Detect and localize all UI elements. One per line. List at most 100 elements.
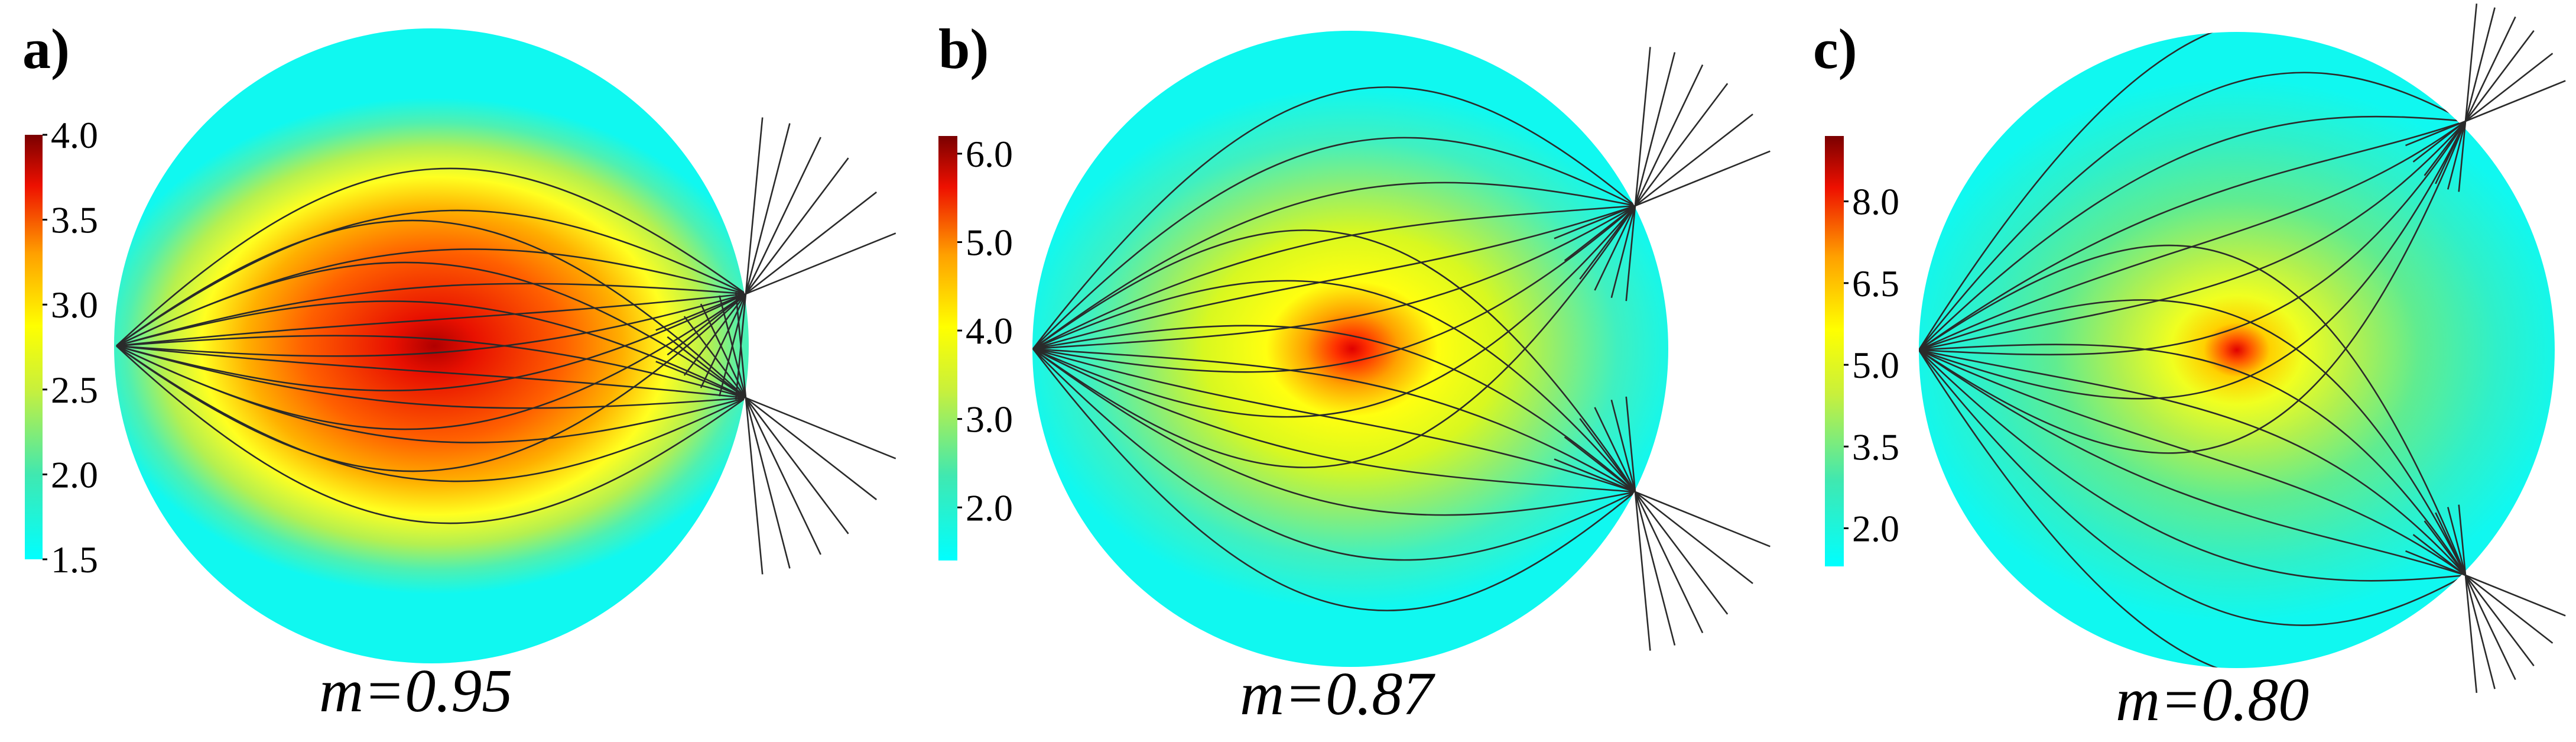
exit-ray	[2464, 7, 2496, 122]
ray-path	[1032, 205, 1636, 350]
ray-path	[1032, 182, 1636, 350]
ray-path	[116, 293, 746, 347]
colorbar-tick-label: 8.0	[1852, 181, 1899, 223]
exit-ray-back	[1579, 205, 1636, 280]
ray-path	[116, 345, 746, 399]
colorbar: 8.0 6.5 5.0 3.5 2.0	[1825, 136, 1899, 566]
exit-ray	[745, 397, 791, 569]
exit-ray	[1635, 491, 1753, 584]
exit-ray-back	[2412, 534, 2466, 576]
ray-path	[1032, 86, 1636, 349]
colorbar-tick-label: 5.0	[1852, 344, 1899, 386]
exit-ray-back	[2412, 120, 2466, 163]
ray-path	[116, 300, 746, 399]
ray-path	[116, 293, 746, 472]
ray-path	[1919, 121, 2467, 454]
exit-rays	[2405, 3, 2566, 694]
exit-ray	[2465, 53, 2554, 122]
ray-path	[1919, 120, 2466, 351]
exit-ray	[2464, 16, 2516, 122]
ray-path	[116, 335, 746, 399]
ray-path	[1032, 205, 1636, 373]
exit-ray-back	[1594, 205, 1636, 291]
colorbar-tick-label: 4.0	[966, 310, 1013, 352]
exit-ray	[745, 123, 791, 294]
ray-path	[1919, 115, 2466, 351]
ray-path	[1032, 205, 1636, 350]
colorbar-gradient	[25, 135, 43, 559]
exit-ray-back	[1554, 205, 1636, 239]
colorbar-tick-label: 4.0	[51, 114, 98, 156]
exit-ray	[745, 117, 764, 294]
colorbar-tick-label: 2.5	[51, 369, 98, 411]
colorbar-tick-label: 3.0	[51, 284, 98, 326]
exit-ray-back	[700, 293, 747, 388]
exit-ray	[1635, 114, 1753, 207]
exit-ray-back	[1610, 399, 1636, 492]
exit-ray-back	[719, 295, 747, 398]
panel-c: c) 8.0 6.5 5.0 3.5 2.0 m=0.80	[1813, 3, 2566, 734]
panel-letter: c)	[1813, 17, 1857, 80]
m-label: m=0.95	[319, 657, 512, 725]
exit-ray	[2465, 80, 2566, 122]
colorbar-tick-label: 3.5	[1852, 426, 1899, 468]
ray-path	[1032, 348, 1636, 516]
ray-path	[1032, 348, 1636, 493]
exit-ray	[2465, 574, 2554, 644]
exit-ray	[2464, 575, 2535, 666]
exit-ray	[2464, 30, 2535, 122]
exit-ray-back	[2447, 121, 2467, 190]
exit-ray-back	[2447, 507, 2467, 576]
exit-ray-back	[2458, 121, 2467, 192]
ray-path	[1032, 205, 1636, 468]
exit-ray	[745, 397, 896, 459]
exit-ray	[1635, 150, 1771, 207]
exit-ray	[2464, 3, 2478, 122]
exit-ray-back	[1564, 205, 1636, 261]
exit-ray	[1634, 83, 1729, 206]
exit-ray	[745, 397, 764, 575]
exit-ray-back	[1625, 396, 1636, 492]
exit-ray-back	[2458, 504, 2467, 576]
exit-ray-back	[655, 293, 746, 331]
exit-ray	[745, 191, 877, 295]
panel-letter: b)	[938, 17, 989, 80]
exit-ray	[1634, 491, 1729, 615]
index-field	[114, 28, 749, 663]
ray-path	[116, 345, 746, 409]
exit-ray-back	[700, 303, 747, 398]
colorbar-tick-label: 2.0	[51, 453, 98, 495]
ray-path	[116, 219, 746, 398]
exit-ray-back	[735, 291, 747, 398]
colorbar-tick-label: 6.5	[1852, 263, 1899, 304]
ray-family	[1032, 86, 1636, 611]
colorbar: 6.0 5.0 4.0 3.0 2.0	[938, 133, 1013, 560]
ray-path	[1919, 299, 2467, 576]
exit-ray	[2464, 575, 2496, 689]
exit-ray-back	[2424, 520, 2467, 576]
exit-ray-back	[1610, 205, 1636, 299]
ray-path	[1919, 349, 2466, 576]
index-field	[1032, 31, 1668, 667]
colorbar: 4.0 3.5 3.0 2.5 2.0 1.5	[25, 114, 98, 581]
ray-path	[1919, 349, 2466, 576]
exit-rays	[655, 117, 896, 575]
ray-path	[116, 283, 746, 347]
exit-ray	[2465, 574, 2566, 617]
ray-path	[1032, 325, 1636, 492]
colorbar-tick-label: 5.0	[966, 222, 1013, 264]
ray-path	[1032, 205, 1636, 350]
exit-ray	[1634, 491, 1704, 633]
colorbar-tick-label: 1.5	[51, 539, 98, 581]
refraction-disk	[1032, 31, 1771, 667]
refraction-disk	[114, 28, 896, 663]
exit-ray	[745, 232, 896, 295]
ray-path	[116, 345, 746, 524]
ray-path	[1032, 137, 1636, 349]
colorbar-tick-label: 2.0	[966, 487, 1013, 529]
m-label: m=0.80	[2116, 666, 2309, 734]
panel-a: a) 4.0 3.5 3.0 2.5 2.0 1.5 m=0.95	[22, 17, 896, 725]
ray-path	[1919, 121, 2467, 400]
refraction-disk	[1919, 3, 2566, 694]
ray-path	[1032, 280, 1636, 492]
